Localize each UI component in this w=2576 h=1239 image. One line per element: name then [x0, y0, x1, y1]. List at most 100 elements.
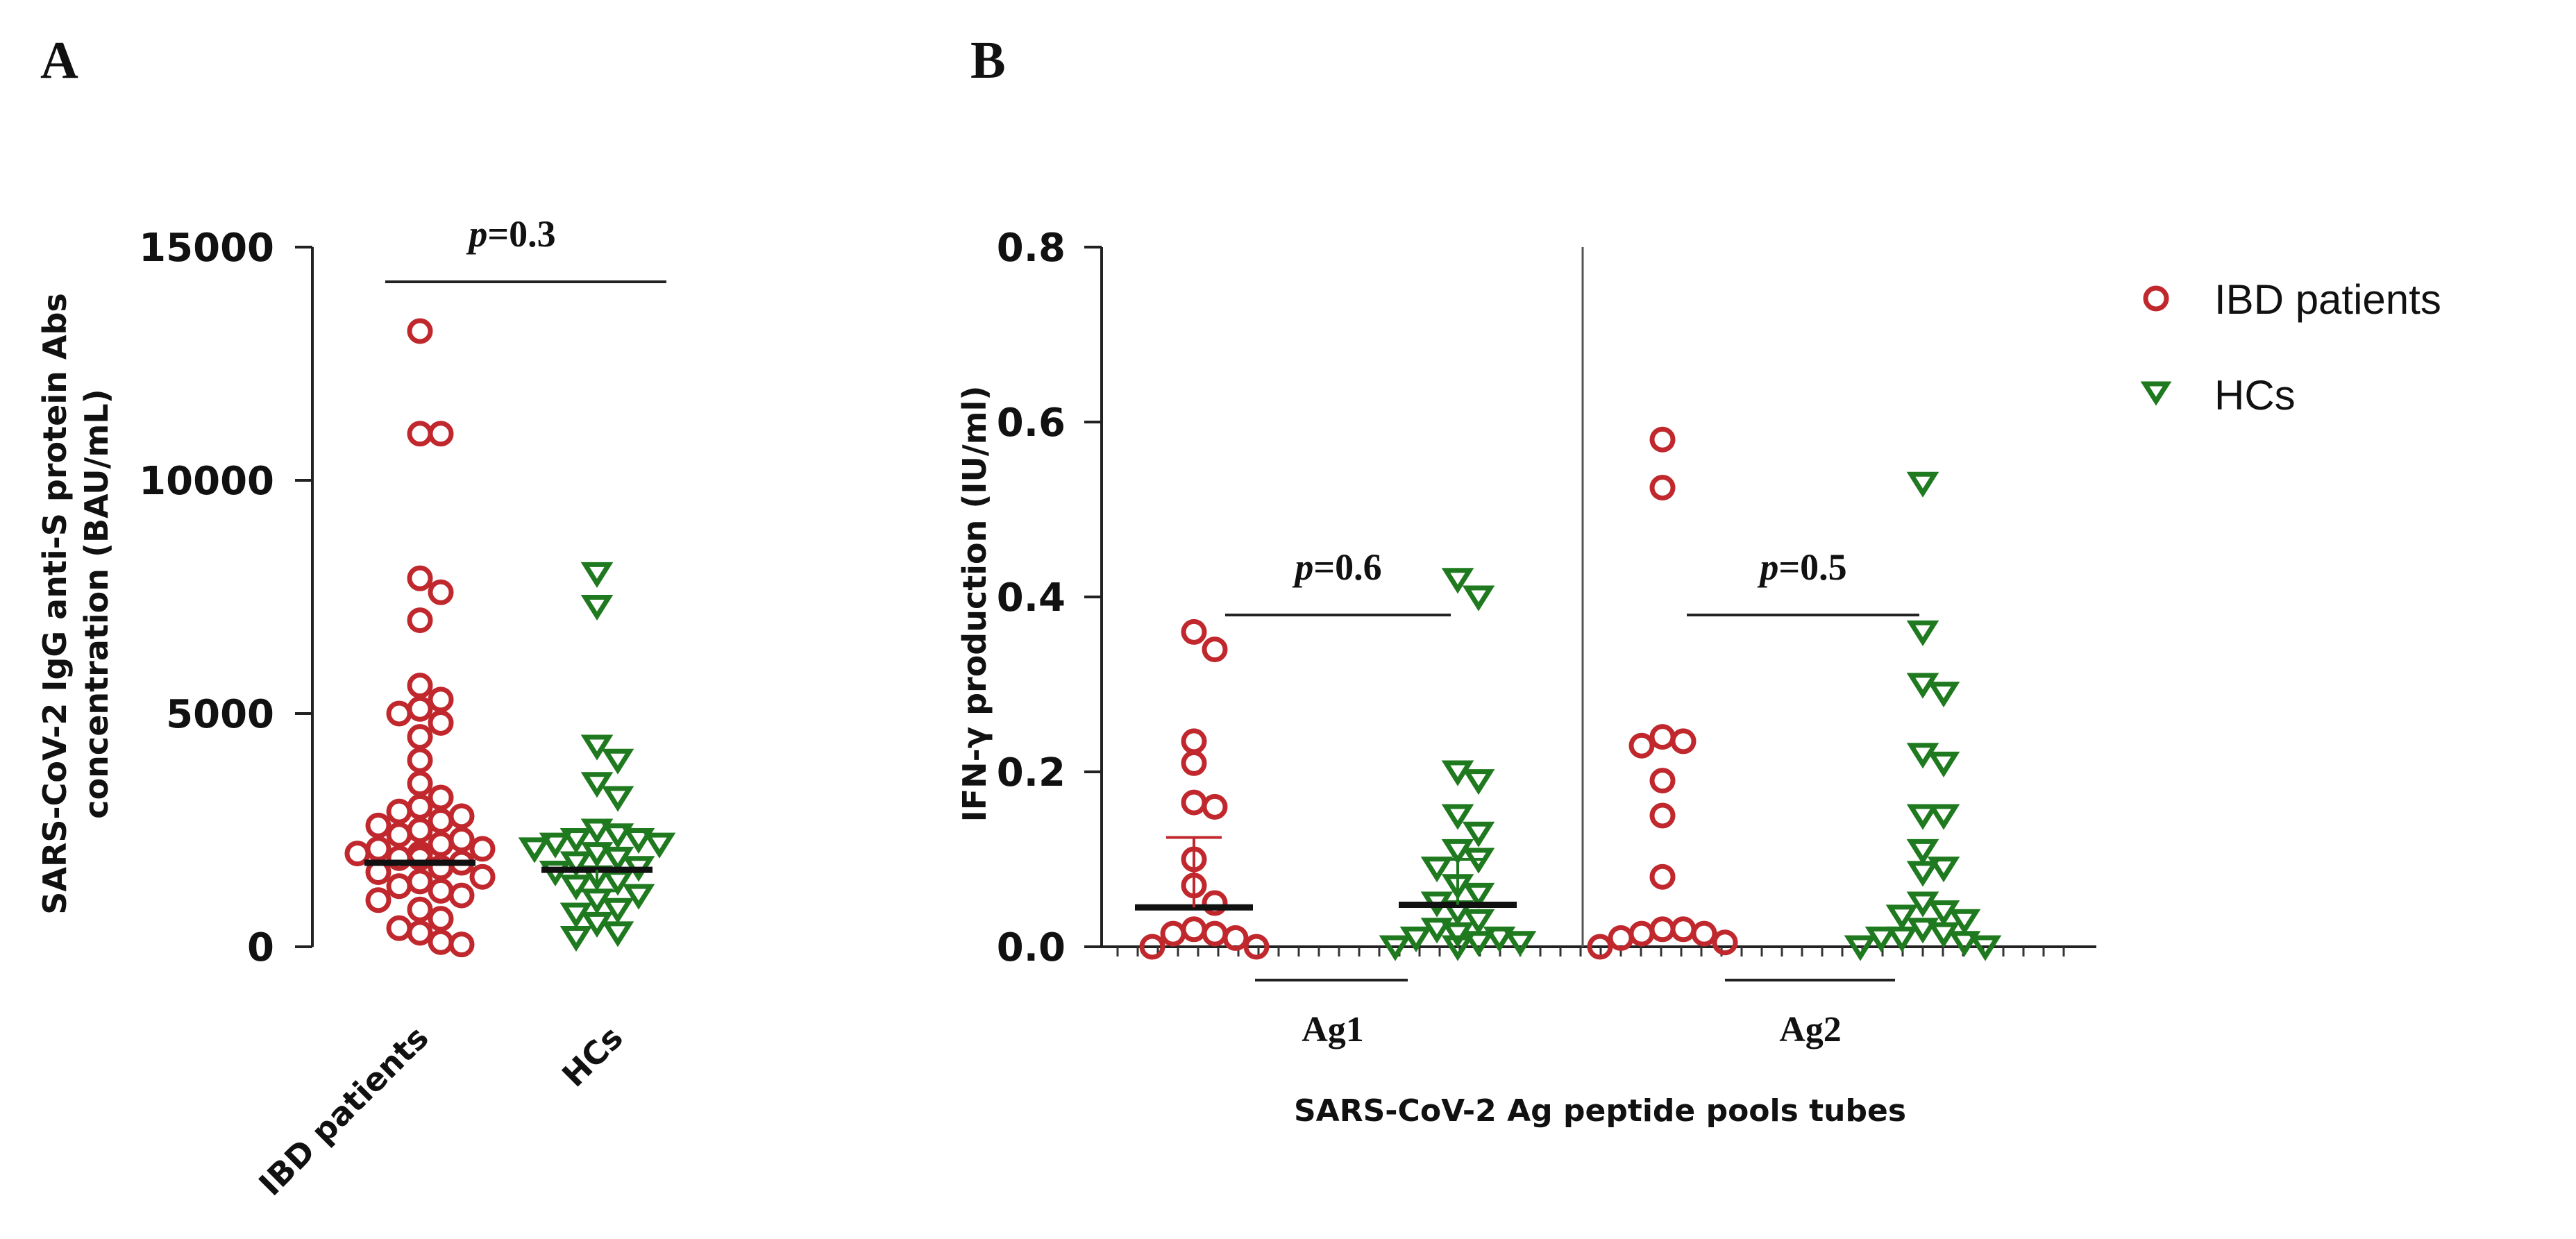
panel-a-point [365, 836, 392, 862]
panel-b-point [1906, 891, 1939, 918]
panel-a-point [601, 897, 634, 924]
panel-b-point [1906, 838, 1939, 865]
panel-b-point [1462, 882, 1495, 909]
panel-a-point [428, 831, 454, 857]
legend-item-ibd: IBD patients [2143, 276, 2441, 323]
panel-a-point [580, 562, 614, 588]
panel-b-point [1462, 585, 1495, 612]
panel-a-point [407, 920, 433, 946]
panel-a-y-ticks: 0 5000 10000 15000 [139, 226, 312, 970]
panel-b-group-ag1 [1135, 568, 1537, 961]
panel-a-category-ibd: IBD patients [251, 1019, 435, 1203]
panel-a-point [386, 798, 412, 825]
panel-a-point [407, 673, 433, 699]
panel-b-point [1181, 618, 1207, 645]
panel-b-point [1927, 922, 1960, 948]
ag1-p-value: p=0.6 [1292, 546, 1381, 588]
panel-a-letter: A [40, 31, 78, 90]
panel-a-points [344, 318, 676, 958]
panel-a-point [407, 565, 433, 591]
panel-a-point [580, 734, 614, 761]
panel-a-point [539, 832, 572, 859]
panel-b-point [1628, 920, 1655, 947]
panel-a-point [469, 836, 496, 862]
panel-a-point [601, 748, 634, 775]
panel-a-point [428, 877, 454, 904]
panel-b-point [1844, 935, 1877, 961]
ag1-label: Ag1 [1302, 1010, 1364, 1050]
panel-a-point [386, 700, 412, 727]
panel-b-point [1399, 926, 1433, 952]
panel-b-point [1906, 620, 1939, 646]
panel-a-point [448, 932, 475, 958]
panel-b-point [1649, 768, 1676, 794]
panel-b-point [1139, 934, 1165, 960]
panel-a-point [365, 812, 392, 838]
panel-b: B IFN-γ production (IU/ml) 0.00.20.40.60… [956, 31, 2096, 1129]
panel-a-point [428, 709, 454, 736]
panel-b-point [1649, 724, 1676, 750]
panel-a-ylabel-line1: SARS-CoV-2 IgG anti-S protein Abs [36, 293, 74, 915]
panel-b-point [1243, 934, 1270, 960]
panel-b-point [1379, 935, 1412, 961]
panel-a-point [428, 686, 454, 713]
panel-b-point [1969, 935, 2002, 961]
panel-a-point [559, 926, 593, 952]
panel-b-point [1906, 861, 1939, 887]
panel-b-point [1628, 732, 1655, 759]
panel-a-point [407, 793, 433, 820]
panel-b-point [1202, 920, 1228, 947]
panel-b-point [1462, 821, 1495, 848]
panel-a-ytick-label: 15000 [139, 226, 274, 271]
panel-a-point [559, 851, 593, 877]
panel-a-point [407, 845, 433, 871]
panel-a-point [580, 772, 614, 798]
panel-b-point [1441, 568, 1474, 594]
panel-a-point [407, 747, 433, 773]
legend-label-ibd: IBD patients [2214, 276, 2441, 323]
panel-b-point [1181, 789, 1207, 816]
panel-a-point [407, 696, 433, 722]
panel-b-point [1885, 904, 1919, 931]
panel-b-point [1462, 769, 1495, 795]
panel-b-point [1441, 935, 1474, 961]
panel-a-point [428, 929, 454, 955]
panel-b-point [1202, 793, 1228, 820]
panel-b-point [1927, 804, 1960, 830]
panel-b-point [1670, 916, 1697, 943]
panel-b-ytick-label: 0.2 [997, 750, 1066, 795]
panel-b-point [1462, 931, 1495, 957]
panel-a-point [428, 579, 454, 605]
panel-a-ylabel-line2: concentration (BAU/mL) [78, 389, 115, 818]
panel-b-point [1927, 682, 1960, 708]
panel-a-point [407, 896, 433, 922]
panel-b-point [1483, 926, 1516, 952]
legend-item-hcs: HCs [2140, 372, 2296, 419]
panel-b-point [1948, 931, 1981, 957]
panel-a-point [386, 822, 412, 848]
panel-b-point [1202, 637, 1228, 663]
panel-b-point [1420, 918, 1454, 944]
panel-b-y-ticks: 0.0 0.2 0.4 0.6 0.8 [997, 226, 1102, 970]
panel-b-point [1906, 804, 1939, 830]
panel-a-point [580, 594, 614, 621]
panel-b-point [1441, 760, 1474, 786]
ag2-p-number: =0.5 [1778, 546, 1846, 588]
panel-b-point [1462, 909, 1495, 935]
legend-marker-triangle-icon [2140, 381, 2172, 406]
panel-a-point [643, 832, 676, 859]
panel-a-point [428, 906, 454, 932]
panel-a-point [386, 915, 412, 941]
panel-a-series-hcs [518, 562, 676, 952]
panel-a-point [386, 873, 412, 900]
panel-a-point [518, 837, 551, 863]
panel-a-point [407, 724, 433, 750]
panel-a-point [407, 318, 433, 344]
panel-a-point [448, 803, 475, 829]
panel-a-point [428, 808, 454, 834]
panel-b-point [1649, 916, 1676, 943]
ag2-p-value: p=0.5 [1757, 546, 1846, 588]
panel-a-point [428, 784, 454, 811]
panel-b-point [1906, 918, 1939, 944]
panel-a-ytick-label: 5000 [166, 692, 274, 737]
